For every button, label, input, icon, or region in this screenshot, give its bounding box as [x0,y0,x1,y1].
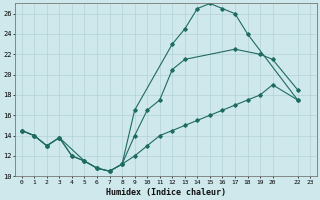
X-axis label: Humidex (Indice chaleur): Humidex (Indice chaleur) [106,188,226,197]
